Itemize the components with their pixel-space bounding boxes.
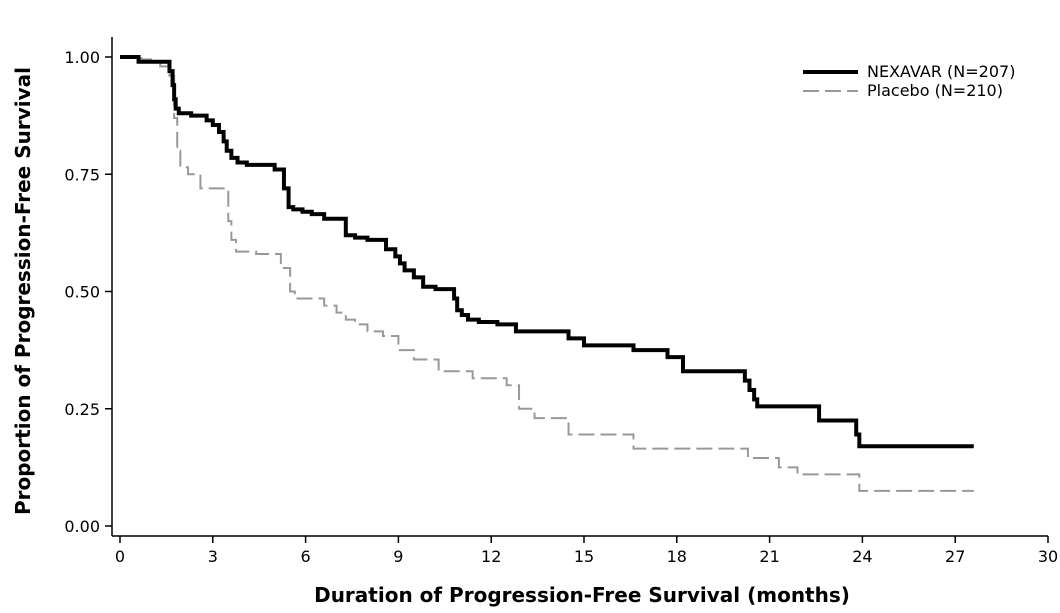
- x-tick-label: 0: [115, 547, 125, 566]
- x-tick-label: 3: [208, 547, 218, 566]
- y-tick-label: 0.50: [64, 283, 100, 302]
- y-tick-label: 0.25: [64, 400, 100, 419]
- x-tick-label: 27: [945, 547, 965, 566]
- legend-nexavar-label: NEXAVAR (N=207): [867, 62, 1015, 81]
- placebo-series-line: [120, 57, 974, 491]
- series-layer: [120, 57, 974, 491]
- x-tick-label: 30: [1038, 547, 1058, 566]
- y-axis-title: Proportion of Progression-Free Survival: [11, 67, 35, 515]
- legend-placebo-label: Placebo (N=210): [867, 81, 1003, 100]
- x-tick-label: 24: [852, 547, 872, 566]
- y-tick-label: 0.00: [64, 517, 100, 536]
- x-axis-ticks: 0 3 6 9 12 15 18 21 24 27 30: [115, 536, 1058, 566]
- x-tick-label: 9: [393, 547, 403, 566]
- plot-area: 0 3 6 9 12 15 18 21 24 27 30 0.00 0.25 0.50 0.75 1.00: [64, 37, 1058, 566]
- x-tick-label: 12: [481, 547, 501, 566]
- y-tick-label: 0.75: [64, 165, 100, 184]
- x-axis-title: Duration of Progression-Free Survival (m…: [314, 583, 850, 607]
- y-axis-ticks: 0.00 0.25 0.50 0.75 1.00: [64, 48, 112, 536]
- x-tick-label: 21: [759, 547, 779, 566]
- x-tick-label: 15: [574, 547, 594, 566]
- x-tick-label: 6: [301, 547, 311, 566]
- legend: NEXAVAR (N=207)Placebo (N=210): [803, 62, 1015, 100]
- y-tick-label: 1.00: [64, 48, 100, 67]
- x-tick-label: 18: [667, 547, 687, 566]
